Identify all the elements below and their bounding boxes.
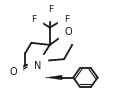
Text: O: O bbox=[9, 67, 17, 77]
Text: F: F bbox=[48, 5, 53, 14]
Text: N: N bbox=[34, 61, 41, 71]
Text: O: O bbox=[65, 27, 72, 37]
Text: F: F bbox=[64, 15, 69, 24]
Text: F: F bbox=[31, 15, 36, 24]
Polygon shape bbox=[47, 75, 62, 80]
